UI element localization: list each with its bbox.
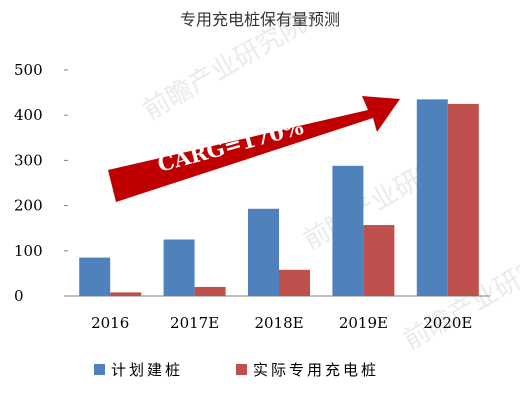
- legend-label: 计划建桩: [111, 361, 183, 379]
- bar-actual-2019E: [363, 225, 394, 296]
- x-tick-label: 2016: [91, 314, 129, 332]
- bar-actual-2017E: [195, 287, 226, 296]
- y-tick-label: 0: [14, 287, 24, 305]
- y-tick-label: 100: [14, 242, 43, 260]
- x-tick-label: 2017E: [170, 314, 219, 332]
- y-tick-label: 300: [14, 151, 43, 169]
- bar-planned-2017E: [164, 240, 195, 297]
- y-tick-label: 200: [14, 197, 43, 215]
- y-tick-label: 500: [14, 61, 43, 79]
- x-tick-label: 2019E: [339, 314, 388, 332]
- legend-swatch: [236, 364, 247, 375]
- bar-actual-2020E: [448, 104, 479, 296]
- bar-planned-2016: [79, 258, 110, 296]
- bar-planned-2020E: [417, 99, 448, 296]
- bar-planned-2019E: [332, 166, 363, 296]
- bar-actual-2016: [110, 292, 141, 296]
- chart-title: 专用充电桩保有量预测: [0, 6, 520, 30]
- legend-swatch: [94, 364, 105, 375]
- legend-label: 实际专用充电桩: [253, 361, 379, 379]
- bar-planned-2018E: [248, 209, 279, 296]
- bar-actual-2018E: [279, 270, 310, 296]
- y-tick-label: 400: [14, 106, 43, 124]
- x-tick-label: 2020E: [423, 314, 472, 332]
- x-tick-label: 2018E: [254, 314, 303, 332]
